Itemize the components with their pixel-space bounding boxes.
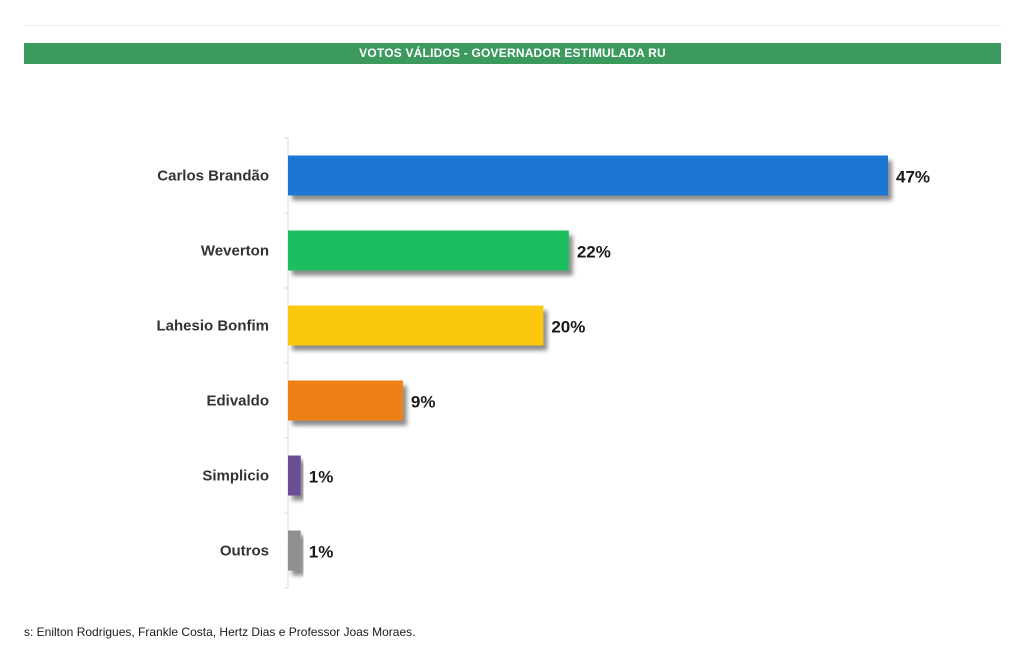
value-label: 20% <box>551 318 585 337</box>
footer-credits: s: Enilton Rodrigues, Frankle Costa, Her… <box>24 625 416 639</box>
bar-weverton <box>288 230 569 271</box>
bar-carlos-brand-o <box>288 155 888 196</box>
value-label: 22% <box>577 243 611 262</box>
top-divider <box>24 25 1001 26</box>
bar-lahesio-bonfim <box>288 305 544 346</box>
bar-simplicio <box>288 455 301 496</box>
bar-outros <box>288 530 301 571</box>
category-label: Lahesio Bonfim <box>156 318 269 335</box>
value-label: 1% <box>309 543 334 562</box>
bar-edivaldo <box>288 380 403 421</box>
category-label: Edivaldo <box>206 393 269 410</box>
category-label: Weverton <box>201 243 269 260</box>
category-label: Outros <box>220 543 269 560</box>
value-label: 47% <box>896 168 930 187</box>
category-label: Carlos Brandão <box>157 168 269 185</box>
category-label: Simplicio <box>202 468 269 485</box>
value-label: 1% <box>309 468 334 487</box>
value-label: 9% <box>411 393 436 412</box>
chart-title: VOTOS VÁLIDOS - GOVERNADOR ESTIMULADA RU <box>24 43 1001 64</box>
